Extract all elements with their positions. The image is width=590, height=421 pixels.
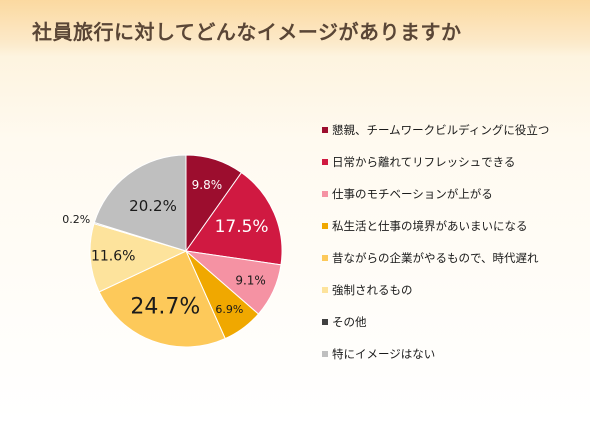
legend-item-3: 仕事のモチベーションが上がる bbox=[322, 186, 584, 218]
legend-item-4: 私生活と仕事の境界があいまいになる bbox=[322, 218, 584, 250]
legend-label-3: 仕事のモチベーションが上がる bbox=[332, 187, 493, 201]
legend-item-5: 昔ながらの企業がやるもので、時代遅れ bbox=[322, 250, 584, 282]
legend-swatch-8 bbox=[322, 351, 328, 357]
legend-swatch-6 bbox=[322, 287, 328, 293]
legend-label-5: 昔ながらの企業がやるもので、時代遅れ bbox=[332, 251, 539, 265]
legend-swatch-4 bbox=[322, 223, 328, 229]
title-band bbox=[0, 0, 590, 56]
legend-swatch-2 bbox=[322, 159, 328, 165]
pie-label-6: 11.6% bbox=[91, 249, 135, 265]
pie-label-3: 9.1% bbox=[235, 274, 266, 288]
legend-swatch-7 bbox=[322, 319, 328, 325]
pie-label-4: 6.9% bbox=[215, 303, 243, 316]
legend-label-1: 懇親、チームワークビルディングに役立つ bbox=[332, 123, 550, 137]
legend-label-6: 強制されるもの bbox=[332, 283, 413, 297]
pie-label-7: 0.2% bbox=[62, 213, 90, 226]
legend-swatch-3 bbox=[322, 191, 328, 197]
pie-slice-5 bbox=[98, 250, 226, 348]
legend-label-4: 私生活と仕事の境界があいまいになる bbox=[332, 219, 528, 233]
pie-slice-8 bbox=[93, 154, 187, 252]
legend-label-7: その他 bbox=[332, 315, 367, 329]
pie-label-2: 17.5% bbox=[215, 217, 269, 237]
legend-item-2: 日常から離れてリフレッシュできる bbox=[322, 154, 584, 186]
pie-label-5: 24.7% bbox=[130, 294, 200, 319]
pie-label-1: 9.8% bbox=[192, 178, 223, 192]
pie-slice-6 bbox=[89, 223, 188, 293]
legend-item-8: 特にイメージはない bbox=[322, 346, 584, 378]
legend-label-8: 特にイメージはない bbox=[332, 347, 436, 361]
legend-swatch-1 bbox=[322, 127, 328, 133]
chart-legend: 懇親、チームワークビルディングに役立つ 日常から離れてリフレッシュできる 仕事のモチ… bbox=[322, 122, 584, 378]
legend-swatch-5 bbox=[322, 255, 328, 261]
pie-slice-2 bbox=[185, 171, 283, 266]
legend-item-7: その他 bbox=[322, 314, 584, 346]
pie-label-8: 20.2% bbox=[129, 197, 177, 215]
legend-item-6: 強制されるもの bbox=[322, 282, 584, 314]
legend-label-2: 日常から離れてリフレッシュできる bbox=[332, 155, 516, 169]
page-title: 社員旅行に対してどんなイメージがありますか bbox=[32, 20, 462, 44]
legend-item-1: 懇親、チームワークビルディングに役立つ bbox=[322, 122, 584, 154]
